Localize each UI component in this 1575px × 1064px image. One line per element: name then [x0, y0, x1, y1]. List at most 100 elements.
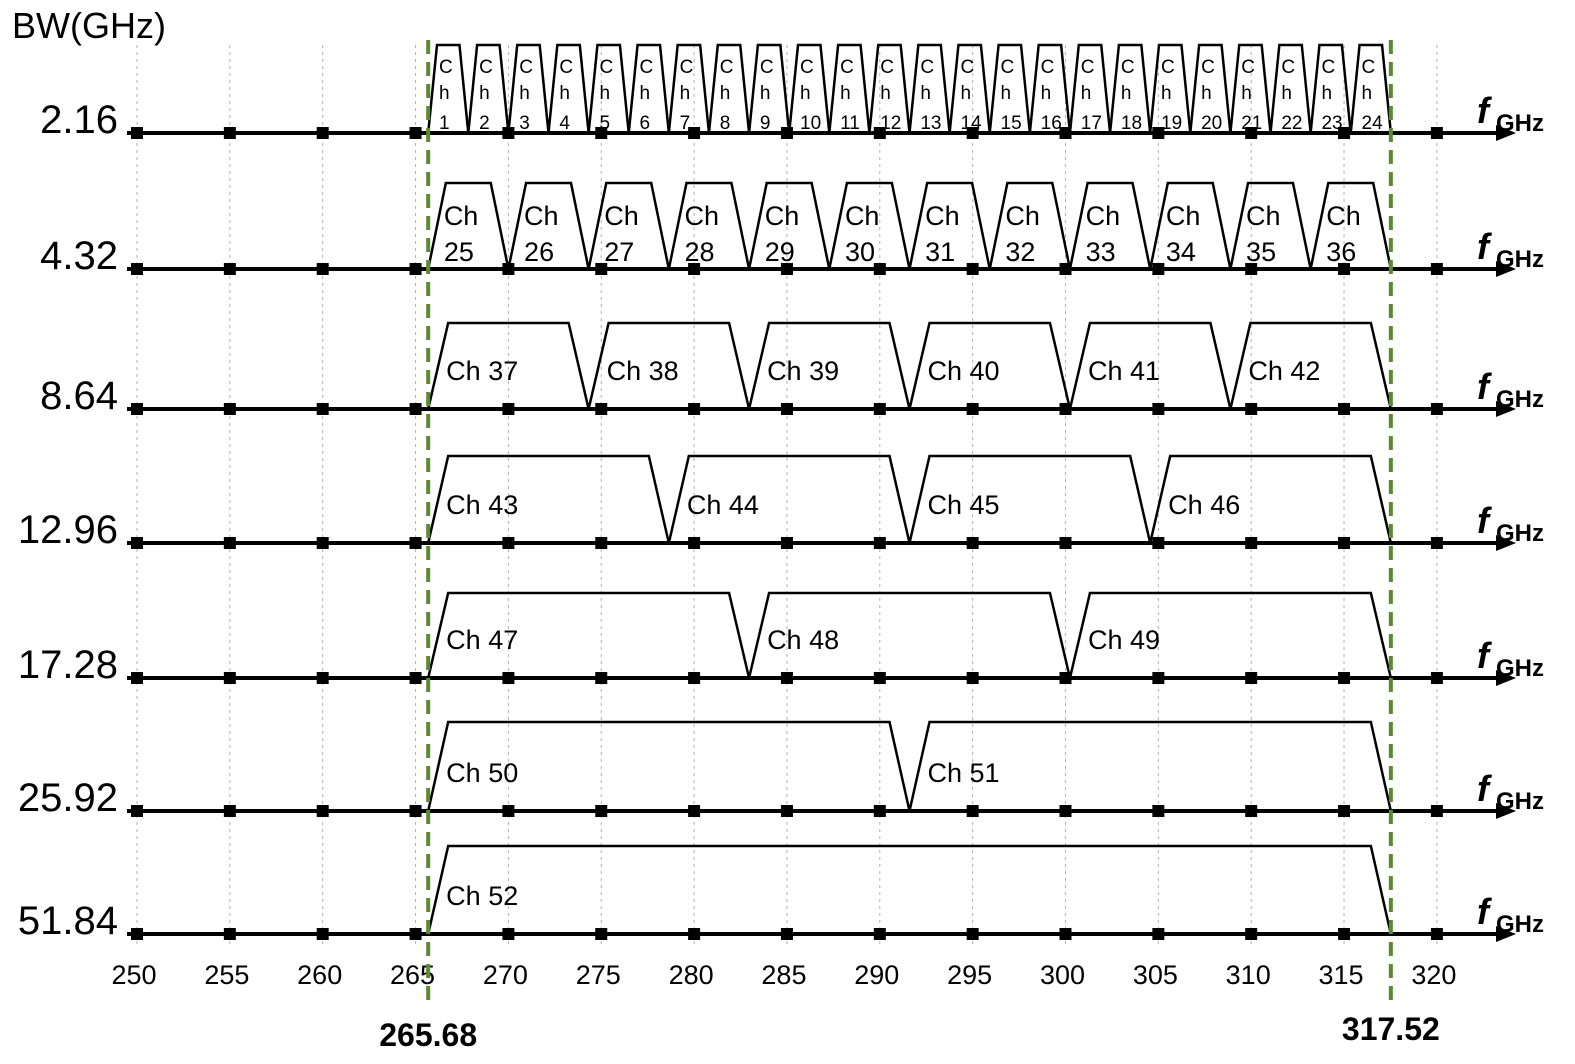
channel-48-shape: [747, 591, 1072, 679]
axis-tick-310: [1245, 127, 1258, 139]
channel-14-label-c: C: [960, 57, 974, 78]
channel-8-label-c: C: [720, 57, 734, 78]
channel-47-shape: [426, 591, 751, 679]
channel-32-shape: [988, 181, 1072, 270]
channel-52-label: Ch 52: [446, 881, 518, 911]
channel-8-label-num: 8: [720, 113, 731, 134]
axis-tick-285: [780, 127, 793, 139]
bw-label-17.28: 17.28: [18, 643, 118, 687]
axis-tick-305: [1152, 263, 1165, 275]
channel-42-shape: [1229, 321, 1393, 410]
x-tick-label-300: 300: [1040, 960, 1085, 990]
axis-tick-275: [595, 672, 608, 684]
axis-tick-320: [1430, 263, 1443, 275]
channel-36-label-prefix: Ch: [1326, 201, 1361, 231]
channel-11-label-c: C: [840, 57, 854, 78]
channel-44-label: Ch 44: [687, 490, 759, 520]
axis-tick-275: [595, 805, 608, 817]
x-tick-label-310: 310: [1226, 960, 1271, 990]
channel-5-label-c: C: [599, 57, 613, 78]
channel-29-shape: [747, 181, 831, 270]
channel-14-label-num: 14: [960, 113, 982, 134]
axis-tick-250: [131, 805, 143, 817]
channel-14-label-h: h: [960, 83, 971, 104]
axis-tick-275: [595, 127, 608, 139]
channel-23-label-h: h: [1321, 83, 1332, 104]
channel-9-label-num: 9: [760, 113, 771, 134]
axis-tick-250: [131, 672, 143, 684]
f-ghz-label: f: [1477, 366, 1492, 407]
channel-13-label-c: C: [920, 57, 934, 78]
x-tick-label-260: 260: [297, 960, 342, 990]
f-ghz-label: f: [1477, 891, 1492, 932]
channel-8-shape: [707, 43, 751, 134]
channel-10-label-c: C: [800, 57, 814, 78]
channel-26-shape: [507, 181, 590, 270]
channel-17-label-c: C: [1081, 57, 1095, 78]
channel-23-label-num: 23: [1321, 113, 1342, 134]
channel-4-label-h: h: [559, 83, 570, 104]
axis-tick-285: [780, 263, 793, 275]
x-tick-label-320: 320: [1411, 960, 1456, 990]
channel-3-shape: [507, 43, 550, 134]
channel-33-shape: [1068, 181, 1152, 270]
axis-tick-280: [688, 403, 701, 415]
axis-tick-295: [966, 127, 979, 139]
channel-25-label-prefix: Ch: [444, 201, 479, 231]
channel-11-shape: [828, 43, 871, 134]
axis-tick-310: [1245, 672, 1258, 684]
channel-21-label-c: C: [1241, 57, 1255, 78]
channel-21-shape: [1229, 43, 1272, 134]
axis-tick-275: [595, 263, 608, 275]
channel-29-label-prefix: Ch: [765, 201, 800, 231]
channel-24-label-c: C: [1362, 57, 1376, 78]
f-ghz-label: f: [1477, 226, 1492, 267]
channel-7-label-c: C: [680, 57, 694, 78]
channel-33-label-prefix: Ch: [1086, 201, 1121, 231]
channel-19-label-c: C: [1161, 57, 1175, 78]
channel-18-label-c: C: [1121, 57, 1135, 78]
axis-tick-250: [131, 127, 143, 139]
axis-tick-260: [316, 403, 329, 415]
channel-50-shape: [426, 720, 911, 812]
channel-20-label-h: h: [1201, 83, 1212, 104]
axis-tick-315: [1338, 537, 1351, 549]
axis-tick-285: [780, 403, 793, 415]
channel-2-label-h: h: [479, 83, 490, 104]
channel-3-label-h: h: [519, 83, 530, 104]
axis-tick-265: [409, 928, 422, 940]
channel-6-label-c: C: [640, 57, 654, 78]
axis-tick-285: [780, 805, 793, 817]
axis-tick-305: [1152, 403, 1165, 415]
channel-49-label: Ch 49: [1088, 625, 1160, 655]
channel-11-label-h: h: [840, 83, 851, 104]
axis-tick-305: [1152, 537, 1165, 549]
axis-tick-270: [502, 805, 515, 817]
x-tick-label-315: 315: [1319, 960, 1364, 990]
channel-3-label-num: 3: [519, 113, 530, 134]
channel-35-label-prefix: Ch: [1246, 201, 1281, 231]
axis-tick-250: [131, 928, 143, 940]
axis-tick-290: [873, 403, 886, 415]
axis-tick-315: [1338, 672, 1351, 684]
axis-tick-315: [1338, 127, 1351, 139]
channel-1-label-num: 1: [439, 113, 450, 134]
channel-18-label-h: h: [1121, 83, 1132, 104]
axis-tick-260: [316, 672, 329, 684]
channel-26-label-prefix: Ch: [524, 201, 559, 231]
channel-19-label-num: 19: [1161, 113, 1182, 134]
x-tick-label-275: 275: [576, 960, 621, 990]
axis-tick-255: [223, 805, 236, 817]
channel-37-shape: [426, 321, 590, 410]
channel-28-label-prefix: Ch: [684, 201, 719, 231]
channel-12-label-h: h: [880, 83, 891, 104]
axis-tick-290: [873, 263, 886, 275]
channel-15-label-num: 15: [1001, 113, 1022, 134]
axis-tick-280: [688, 672, 701, 684]
x-tick-label-270: 270: [483, 960, 528, 990]
channel-5-shape: [587, 43, 630, 134]
axis-tick-265: [409, 127, 422, 139]
channel-9-label-h: h: [760, 83, 771, 104]
axis-tick-275: [595, 537, 608, 549]
